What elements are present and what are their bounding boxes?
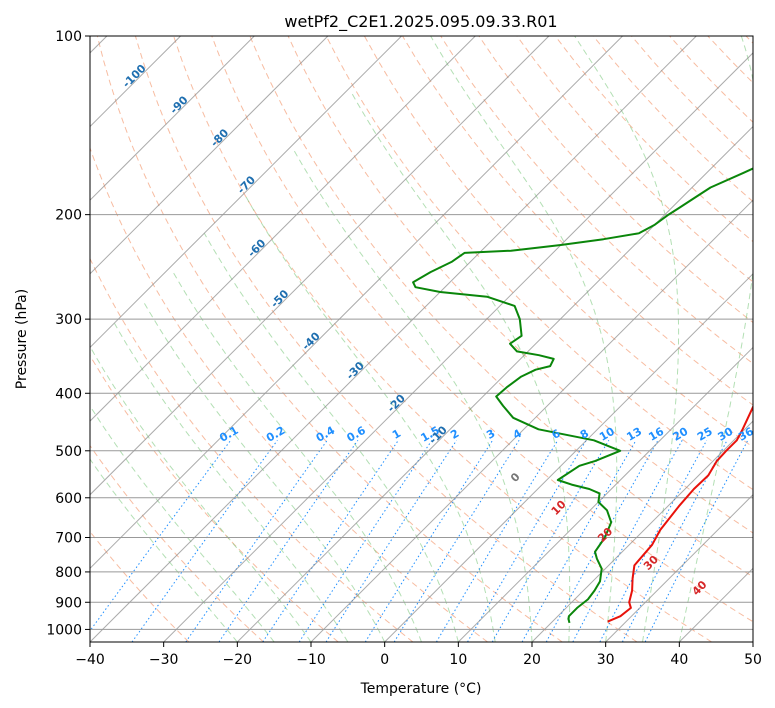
x-axis: −40 −30 −20 −10 0 10 20 30 40 50 — [75, 642, 762, 668]
mixing-ratio-line — [298, 440, 433, 642]
mixing-ratio-line — [90, 439, 232, 632]
isotherm — [90, 36, 550, 496]
y-tick-label: 800 — [55, 565, 82, 581]
dry-adiabat — [325, 36, 753, 491]
dry-adiabat — [211, 36, 753, 623]
x-tick-label: −30 — [149, 652, 179, 668]
y-tick-label: 200 — [55, 208, 82, 224]
mixing-ratio-line — [262, 440, 399, 642]
isotherm — [90, 36, 697, 642]
moist-adiabat — [574, 36, 680, 642]
mixing-ratio-line — [185, 440, 328, 642]
x-tick-label: 40 — [670, 652, 688, 668]
isotherm — [163, 52, 753, 642]
dry-adiabat — [287, 36, 753, 534]
mixing-ratio-line — [521, 440, 637, 642]
dry-adiabat — [90, 444, 264, 642]
isotherm — [605, 494, 753, 642]
y-tick-label: 700 — [55, 531, 82, 547]
dry-adiabat — [516, 36, 753, 283]
mixing-ratio-line — [218, 440, 359, 642]
dry-adiabat — [96, 36, 563, 642]
x-tick-label: −40 — [75, 652, 105, 668]
moist-adiabat — [430, 36, 618, 642]
isotherm — [90, 36, 623, 570]
y-tick-label: 100 — [55, 29, 82, 45]
mixing-ratio-line — [364, 440, 494, 642]
isotherm — [236, 125, 753, 642]
chart-title: wetPf2_C2E1.2025.095.09.33.R01 — [284, 12, 557, 32]
dry-adiabat — [134, 36, 638, 642]
dry-adiabat — [173, 36, 712, 642]
moist-adiabat — [244, 194, 496, 642]
isotherm — [384, 273, 753, 642]
plot-frame — [89, 35, 754, 643]
grid — [90, 36, 753, 642]
moist-adiabat — [351, 93, 571, 642]
x-tick-label: 10 — [449, 652, 467, 668]
moist-adiabat — [142, 301, 386, 642]
moist-adiabat — [678, 36, 753, 642]
x-tick-label: −10 — [296, 652, 326, 668]
moist-adiabat — [90, 347, 312, 642]
moist-adiabat — [292, 148, 533, 642]
x-tick-label: 30 — [597, 652, 615, 668]
mixing-ratio-line — [491, 440, 610, 642]
mixing-ratio-line — [131, 440, 278, 642]
moist-adiabat — [203, 233, 459, 642]
background-lines — [90, 36, 753, 642]
mixing-ratio-line — [325, 440, 458, 642]
x-tick-label: 50 — [744, 652, 762, 668]
dry-adiabat — [90, 257, 414, 642]
moist-adiabat — [114, 323, 349, 642]
x-tick-label: 0 — [380, 652, 389, 668]
mixing-ratio-line — [545, 440, 659, 642]
isotherm — [90, 36, 255, 201]
y-tick-label: 400 — [55, 386, 82, 402]
mixing-ratio-line — [435, 440, 559, 642]
isotherm — [531, 420, 753, 642]
x-axis-label: Temperature (°C) — [360, 681, 482, 697]
moist-adiabat — [172, 271, 422, 642]
x-tick-label: −20 — [223, 652, 253, 668]
mixing-ratio-line — [572, 440, 683, 642]
dry-adiabat — [249, 36, 753, 578]
y-axis-label: Pressure (hPa) — [14, 289, 30, 389]
isotherm — [90, 36, 476, 422]
x-tick-label: 20 — [523, 652, 541, 668]
dry-adiabat — [90, 354, 339, 642]
isotherm — [90, 36, 329, 275]
y-tick-label: 500 — [55, 444, 82, 460]
y-tick-label: 900 — [55, 595, 82, 611]
moist-adiabat — [90, 405, 275, 642]
y-tick-label: 1000 — [46, 622, 82, 638]
isotherm — [90, 36, 402, 349]
y-tick-label: 300 — [55, 312, 82, 328]
y-axis: 100 200 300 400 500 600 700 800 900 1000 — [46, 29, 90, 638]
temperature-line — [607, 404, 753, 623]
y-tick-label: 600 — [55, 491, 82, 507]
moist-adiabat — [90, 458, 238, 642]
isotherm — [457, 346, 753, 642]
mixing-ratio-line — [467, 440, 587, 642]
isotherm — [310, 199, 753, 642]
